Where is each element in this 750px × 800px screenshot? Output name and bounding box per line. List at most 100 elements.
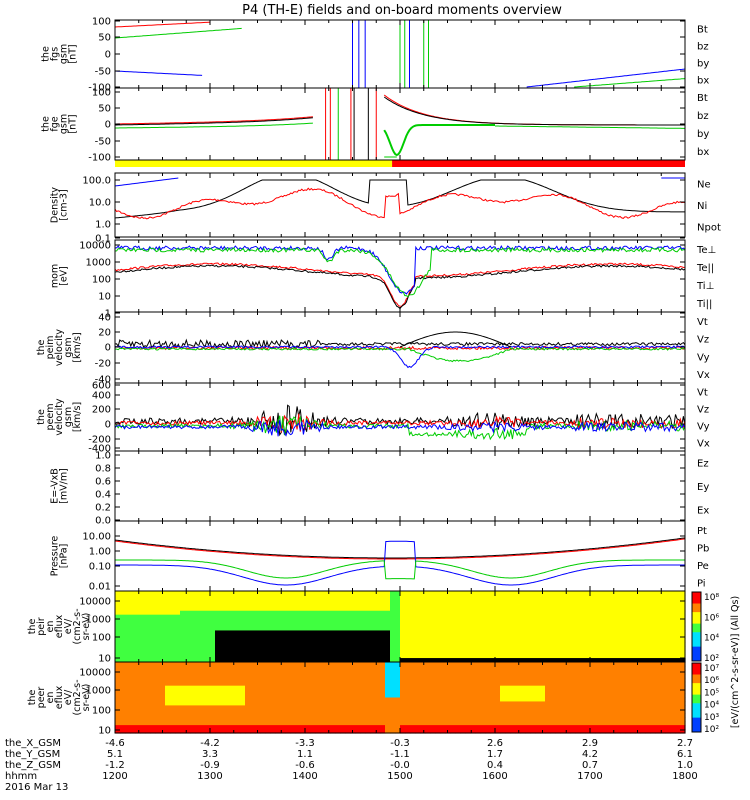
spectrogram-cell-peer bbox=[460, 725, 466, 730]
spectrogram-cell-peer bbox=[290, 729, 296, 734]
spectrogram-cell-peer bbox=[345, 669, 351, 675]
spectrogram-cell-peer bbox=[625, 729, 631, 734]
spectrogram-cell-peir bbox=[620, 658, 626, 663]
spectrogram-cell-peer bbox=[215, 709, 221, 714]
spectrogram-cell-peir bbox=[220, 646, 226, 651]
spectrogram-cell-peir bbox=[440, 606, 446, 612]
spectrogram-cell-peer bbox=[240, 693, 246, 699]
spectrogram-cell-peer bbox=[420, 681, 426, 687]
spectrogram-cell-peir bbox=[595, 634, 601, 639]
y-tick-label-peer: 10 bbox=[98, 726, 111, 737]
spectrogram-cell-peer bbox=[555, 662, 561, 667]
colorbar-cell-peer bbox=[692, 723, 701, 727]
spectrogram-cell-peir bbox=[330, 626, 336, 632]
spectrogram-cell-peir bbox=[265, 594, 271, 600]
spectrogram-cell-peir bbox=[125, 642, 131, 647]
spectrogram-cell-peir bbox=[635, 654, 641, 659]
spectrogram-cell-peir bbox=[370, 642, 376, 647]
spectrogram-cell-peer bbox=[270, 693, 276, 699]
spectrogram-cell-peer bbox=[535, 709, 541, 714]
spectrogram-cell-peer bbox=[370, 669, 376, 675]
spectrogram-cell-peer bbox=[580, 729, 586, 734]
spectrogram-cell-peer bbox=[445, 717, 451, 722]
spectrogram-cell-peer bbox=[460, 709, 466, 714]
spectrogram-cell-peir bbox=[150, 654, 156, 659]
spectrogram-cell-peer bbox=[305, 693, 311, 699]
spectrogram-cell-peir bbox=[315, 634, 321, 639]
spectrogram-cell-peir bbox=[645, 598, 651, 604]
spectrogram-cell-peir bbox=[215, 602, 221, 608]
spectrogram-cell-peer bbox=[425, 669, 431, 675]
y-axis-label-temp: [eV] bbox=[59, 266, 70, 286]
spectrogram-cell-peer bbox=[410, 729, 416, 734]
spectrogram-cell-peer bbox=[555, 729, 561, 734]
spectrogram-cell-peer bbox=[535, 729, 541, 734]
spectrogram-cell-peir bbox=[300, 630, 306, 635]
spectrogram-cell-peer bbox=[640, 717, 646, 722]
spectrogram-cell-peer bbox=[120, 673, 126, 679]
spectrogram-cell-peer bbox=[235, 689, 241, 695]
spectrogram-cell-peir bbox=[560, 634, 566, 639]
spectrogram-cell-peer bbox=[360, 729, 366, 734]
spectrogram-cell-peir bbox=[345, 614, 351, 620]
spectrogram-cell-peir bbox=[575, 591, 581, 596]
spectrogram-cell-peir bbox=[535, 658, 541, 663]
spectrogram-cell-peir bbox=[195, 598, 201, 604]
spectrogram-cell-peer bbox=[300, 721, 306, 726]
spectrogram-cell-peir bbox=[220, 606, 226, 612]
spectrogram-cell-peir bbox=[305, 598, 311, 604]
spectrogram-cell-peir bbox=[260, 618, 266, 624]
spectrogram-cell-peer bbox=[140, 713, 146, 718]
spectrogram-cell-peer bbox=[640, 677, 646, 683]
spectrogram-cell-peer bbox=[645, 685, 651, 691]
spectrogram-cell-peer bbox=[485, 662, 491, 667]
spectrogram-cell-peir bbox=[505, 642, 511, 647]
spectrogram-cell-peer bbox=[215, 721, 221, 726]
spectrogram-cell-peer bbox=[205, 662, 211, 667]
spectrogram-cell-peer bbox=[275, 721, 281, 726]
spectrogram-cell-peir bbox=[575, 622, 581, 628]
colorbar-tick-label-peir: 10⁸ bbox=[704, 593, 719, 603]
spectrogram-cell-peer bbox=[115, 705, 121, 710]
spectrogram-cell-peer bbox=[430, 725, 436, 730]
spectrogram-cell-peir bbox=[380, 658, 386, 663]
y-tick-label-peim: 20 bbox=[98, 328, 111, 339]
spectrogram-cell-peir bbox=[285, 602, 291, 608]
spectrogram-cell-peer bbox=[615, 669, 621, 675]
spectrogram-cell-peer bbox=[445, 681, 451, 687]
spectrogram-cell-peer bbox=[310, 697, 316, 703]
spectrogram-cell-peer bbox=[540, 665, 546, 671]
spectrogram-cell-peir bbox=[225, 646, 231, 651]
spectrogram-cell-peer bbox=[315, 705, 321, 710]
spectrogram-cell-peer bbox=[570, 665, 576, 671]
spectrogram-cell-peer bbox=[375, 662, 381, 667]
spectrogram-cell-peir bbox=[620, 626, 626, 632]
spectrogram-cell-peir bbox=[675, 598, 681, 604]
spectrogram-cell-peer bbox=[570, 729, 576, 734]
spectrogram-cell-peir bbox=[550, 622, 556, 628]
spectrogram-cell-peer bbox=[640, 669, 646, 675]
spectrogram-cell-peir bbox=[550, 598, 556, 604]
spectrogram-cell-peir bbox=[130, 650, 136, 655]
spectrogram-cell-peir bbox=[440, 622, 446, 628]
spectrogram-cell-peer bbox=[200, 677, 206, 683]
spectrogram-cell-peir bbox=[570, 654, 576, 659]
spectrogram-cell-peer bbox=[635, 665, 641, 671]
spectrogram-cell-peir bbox=[270, 630, 276, 635]
spectrogram-cell-peer bbox=[450, 713, 456, 718]
spectrogram-cell-peer bbox=[425, 662, 431, 667]
spectrogram-cell-peer bbox=[160, 701, 166, 706]
spectrogram-cell-peir bbox=[565, 618, 571, 624]
spectrogram-cell-peer bbox=[290, 705, 296, 710]
spectrogram-cell-peer bbox=[185, 689, 191, 695]
spectrogram-cell-peer bbox=[425, 665, 431, 671]
spectrogram-cell-peer bbox=[585, 701, 591, 706]
spectrogram-cell-peir bbox=[655, 591, 661, 596]
spectrogram-cell-peer bbox=[240, 662, 246, 667]
x-axis-row-label: the_X_GSM bbox=[5, 738, 61, 749]
spectrogram-cell-peir bbox=[390, 622, 396, 628]
spectrogram-cell-peir bbox=[480, 610, 486, 616]
spectrogram-cell-peir bbox=[450, 638, 456, 643]
spectrogram-cell-peer bbox=[420, 701, 426, 706]
spectrogram-cell-peir bbox=[575, 598, 581, 604]
